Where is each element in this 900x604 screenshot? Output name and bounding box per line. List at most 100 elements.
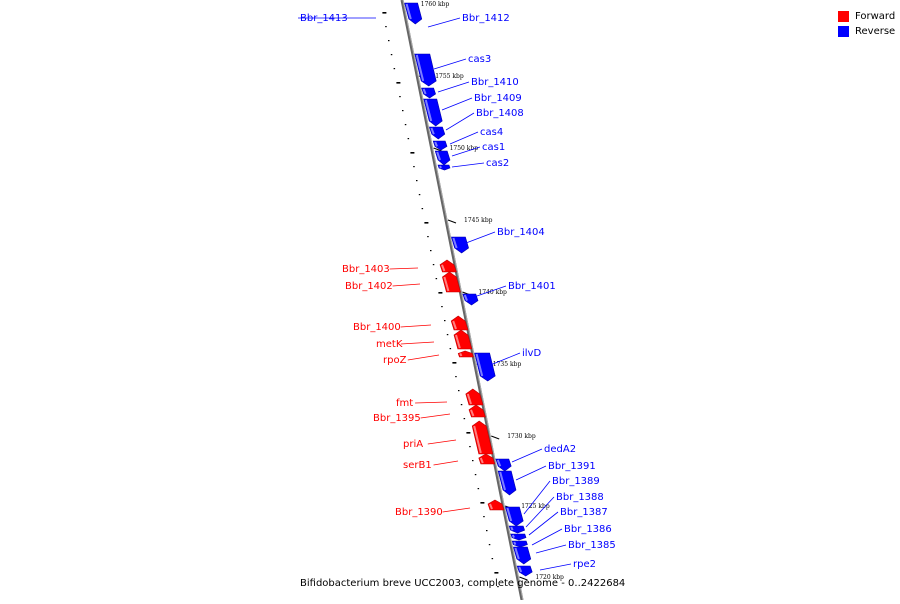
- gene-leader: [515, 465, 547, 481]
- gene-leader: [473, 285, 507, 298]
- forward-swatch: [838, 11, 849, 22]
- scale-dot: [491, 558, 494, 560]
- gene-label[interactable]: Bbr_1404: [497, 227, 545, 238]
- gene-label[interactable]: Bbr_1400: [353, 322, 401, 333]
- gene-label[interactable]: Bbr_1387: [560, 507, 608, 518]
- gene-label[interactable]: Bbr_1391: [548, 461, 596, 472]
- gene-label[interactable]: Bbr_1413: [300, 13, 348, 24]
- gene-label[interactable]: dedA2: [544, 444, 576, 455]
- reverse-swatch: [838, 26, 849, 37]
- gene-arrow-Bbr_1412[interactable]: [404, 2, 423, 25]
- gene-leader: [437, 81, 470, 93]
- gene-shade: [436, 151, 441, 161]
- gene-label[interactable]: rpoZ: [383, 355, 407, 366]
- gene-label[interactable]: cas4: [480, 127, 503, 138]
- gene-arrow-Bbr_1409[interactable]: [423, 98, 443, 127]
- scale-dot: [424, 222, 429, 224]
- gene-arrow-ilvD[interactable]: [474, 352, 496, 382]
- gene-label[interactable]: Bbr_1412: [462, 13, 510, 24]
- scale-dot: [494, 572, 499, 574]
- scale-dot: [463, 418, 466, 420]
- gene-shade: [506, 507, 513, 522]
- scale-dot: [458, 390, 460, 392]
- gene-label[interactable]: Bbr_1388: [556, 492, 604, 503]
- gene-leader: [415, 401, 448, 404]
- gene-arrow-Bbr_1391[interactable]: [497, 470, 517, 496]
- scale-dot: [382, 12, 387, 14]
- gene-label[interactable]: Bbr_1409: [474, 93, 522, 104]
- scale-dot: [404, 124, 407, 126]
- gene-arrow-dedA2[interactable]: [495, 458, 512, 472]
- gene-label[interactable]: Bbr_1385: [568, 540, 616, 551]
- gene-shade: [441, 264, 446, 272]
- gene-label[interactable]: Bbr_1410: [471, 77, 519, 88]
- axis-tick: [447, 219, 457, 224]
- scale-dot: [486, 530, 488, 532]
- gene-label[interactable]: Bbr_1403: [342, 264, 390, 275]
- gene-leader: [400, 341, 435, 345]
- scale-dot: [483, 516, 485, 518]
- gene-shade: [443, 276, 450, 292]
- scale-dot: [472, 460, 474, 462]
- scale-dot: [399, 96, 401, 98]
- gene-shade: [434, 141, 438, 147]
- gene-leader: [427, 439, 457, 445]
- gene-arrow-Bbr_1408[interactable]: [428, 126, 446, 140]
- gene-shade: [511, 534, 515, 539]
- gene-leader: [465, 231, 496, 244]
- scale-dot: [477, 488, 480, 490]
- tick-label: 1745 kbp: [464, 217, 493, 224]
- scale-dot: [418, 194, 421, 196]
- legend-reverse-label: Reverse: [855, 26, 896, 37]
- gene-arrow-Bbr_1389[interactable]: [505, 506, 524, 527]
- scale-dot: [421, 208, 424, 210]
- gene-arrow-Bbr_1386[interactable]: [511, 540, 528, 548]
- gene-arrow-rpe2[interactable]: [516, 565, 533, 577]
- gene-label[interactable]: ilvD: [522, 348, 541, 359]
- gene-label[interactable]: cas1: [482, 142, 505, 153]
- gene-leader: [487, 352, 521, 367]
- gene-label[interactable]: Bbr_1389: [552, 476, 600, 487]
- gene-arrow-Bbr_1388[interactable]: [508, 525, 525, 534]
- gene-shade: [513, 541, 517, 546]
- scale-dot: [460, 404, 463, 406]
- gene-shade: [479, 457, 484, 464]
- gene-leader: [407, 354, 440, 361]
- scale-dots: [382, 12, 499, 588]
- gene-label[interactable]: Bbr_1386: [564, 524, 612, 535]
- scale-dot: [474, 474, 477, 476]
- gene-label[interactable]: Bbr_1401: [508, 281, 556, 292]
- gene-label[interactable]: Bbr_1402: [345, 281, 393, 292]
- gene-arrow-Bbr_1387[interactable]: [510, 533, 527, 541]
- gene-features: Bbr_1413 Bbr_1412 cas3 Bbr_1410 Bbr_1409 Bbr_…: [298, 2, 616, 577]
- gene-label[interactable]: serB1: [403, 460, 432, 471]
- scale-dot: [385, 26, 387, 28]
- gene-label[interactable]: metK: [376, 339, 403, 350]
- genome-caption: Bifidobacterium breve UCC2003, complete …: [300, 578, 626, 589]
- gene-arrow-Bbr_1404[interactable]: [451, 236, 469, 254]
- gene-shade: [466, 393, 472, 405]
- scale-dot: [497, 586, 499, 588]
- gene-label[interactable]: priA: [403, 439, 423, 450]
- gene-shade: [452, 237, 458, 249]
- gene-label[interactable]: rpe2: [573, 559, 596, 570]
- gene-arrow-cas3[interactable]: [414, 53, 437, 87]
- gene-label[interactable]: cas2: [486, 158, 509, 169]
- gene-shade: [415, 54, 425, 82]
- gene-label[interactable]: Bbr_1390: [395, 507, 443, 518]
- gene-shade: [475, 353, 484, 377]
- gene-label[interactable]: Bbr_1408: [476, 108, 524, 119]
- scale-dot: [416, 180, 418, 182]
- gene-shade: [510, 526, 514, 531]
- gene-arrow-Bbr_1385[interactable]: [513, 546, 532, 565]
- gene-shade: [473, 425, 482, 454]
- gene-label[interactable]: cas3: [468, 54, 491, 65]
- scale-dot: [466, 432, 471, 434]
- gene-shade: [514, 547, 520, 560]
- tick-label: 1755 kbp: [435, 73, 464, 80]
- gene-label[interactable]: fmt: [396, 398, 413, 409]
- scale-dot: [469, 446, 471, 448]
- gene-label[interactable]: Bbr_1395: [373, 413, 421, 424]
